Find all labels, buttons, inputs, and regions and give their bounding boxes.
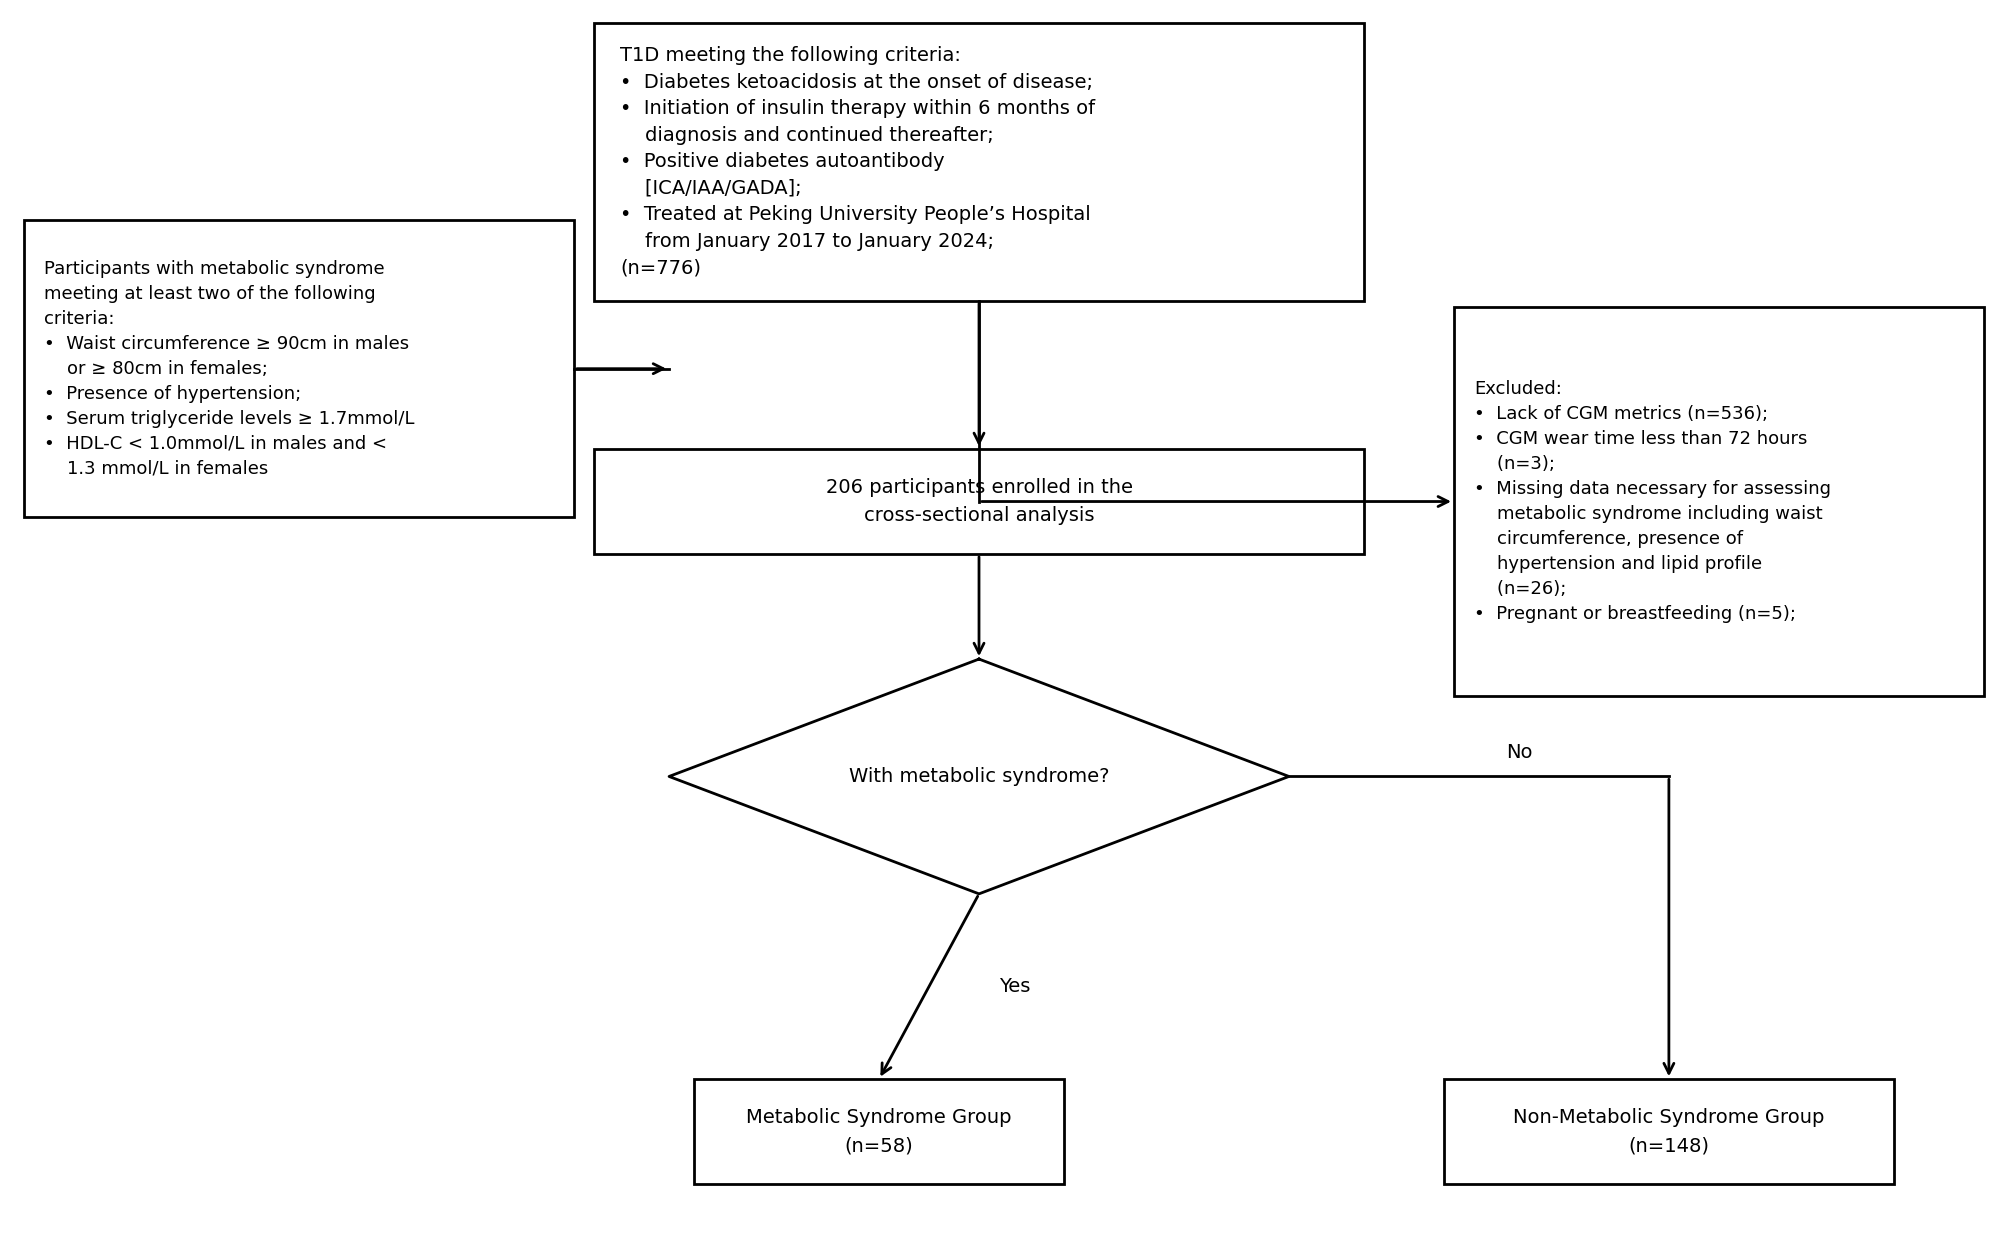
- FancyBboxPatch shape: [24, 220, 574, 518]
- Text: Yes: Yes: [999, 977, 1030, 996]
- Polygon shape: [668, 659, 1288, 894]
- FancyBboxPatch shape: [1443, 1080, 1893, 1184]
- Text: Excluded:
•  Lack of CGM metrics (n=536);
•  CGM wear time less than 72 hours
  : Excluded: • Lack of CGM metrics (n=536);…: [1473, 379, 1830, 623]
- Text: No: No: [1505, 743, 1531, 761]
- Text: T1D meeting the following criteria:
•  Diabetes ketoacidosis at the onset of dis: T1D meeting the following criteria: • Di…: [620, 46, 1094, 277]
- FancyBboxPatch shape: [694, 1080, 1064, 1184]
- FancyBboxPatch shape: [1453, 307, 1983, 697]
- Text: Participants with metabolic syndrome
meeting at least two of the following
crite: Participants with metabolic syndrome mee…: [44, 260, 415, 478]
- FancyBboxPatch shape: [594, 22, 1363, 301]
- Text: Metabolic Syndrome Group
(n=58): Metabolic Syndrome Group (n=58): [747, 1108, 1012, 1156]
- Text: 206 participants enrolled in the
cross-sectional analysis: 206 participants enrolled in the cross-s…: [825, 478, 1132, 525]
- Text: Non-Metabolic Syndrome Group
(n=148): Non-Metabolic Syndrome Group (n=148): [1513, 1108, 1824, 1156]
- FancyBboxPatch shape: [594, 449, 1363, 554]
- Text: With metabolic syndrome?: With metabolic syndrome?: [849, 768, 1108, 786]
